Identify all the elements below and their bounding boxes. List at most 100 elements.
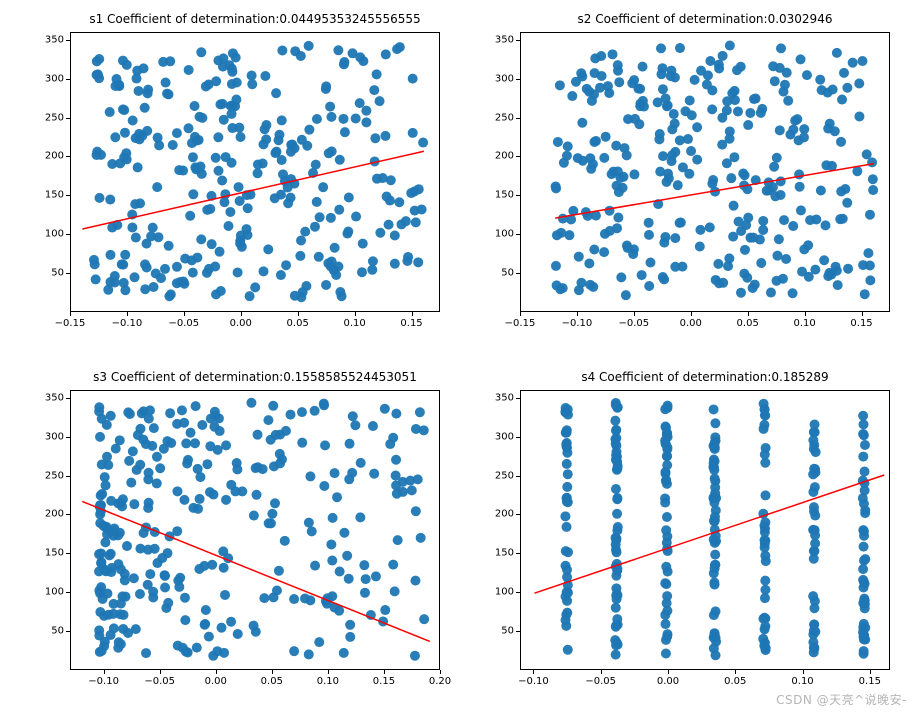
scatter-point (201, 81, 211, 91)
scatter-point (760, 490, 770, 500)
xtick-mark (216, 670, 217, 674)
scatter-point (695, 241, 705, 251)
scatter-point (217, 176, 227, 186)
scatter-point (258, 139, 268, 149)
scatter-point (143, 545, 153, 555)
scatter-point (148, 587, 158, 597)
scatter-point (860, 440, 870, 450)
scatter-point (760, 585, 770, 595)
scatter-point (358, 239, 368, 249)
scatter-point (276, 190, 286, 200)
scatter-point (796, 205, 806, 215)
scatter-point (692, 155, 702, 165)
scatter-point (707, 85, 717, 95)
scatter-point (226, 101, 236, 111)
scatter-point (809, 603, 819, 613)
xtick-label: 0.05 (287, 318, 309, 329)
scatter-point (760, 576, 770, 586)
scatter-point (577, 118, 587, 128)
ytick-mark (66, 553, 70, 554)
scatter-point (611, 603, 621, 613)
scatter-point (662, 403, 672, 413)
scatter-point (253, 159, 263, 169)
scatter-point (152, 558, 162, 568)
scatter-point (152, 182, 162, 192)
scatter-point (611, 571, 621, 581)
scatter-point (95, 193, 105, 203)
scatter-point (247, 79, 257, 89)
scatter-point (819, 255, 829, 265)
regression-line (555, 164, 874, 218)
scatter-point (756, 258, 766, 268)
scatter-point (810, 511, 820, 521)
scatter-point (788, 288, 798, 298)
scatter-point (380, 605, 390, 615)
scatter-point (335, 287, 345, 297)
scatter-point (589, 244, 599, 254)
xtick-label: 0.00 (205, 676, 227, 687)
scatter-point (766, 288, 776, 298)
scatter-point (188, 268, 198, 278)
ytick-label: 300 (486, 431, 514, 442)
scatter-point (837, 95, 847, 105)
scatter-point (207, 560, 217, 570)
scatter-point (802, 70, 812, 80)
scatter-point (300, 227, 310, 237)
scatter-point (104, 550, 114, 560)
scatter-point (160, 570, 170, 580)
scatter-point (231, 486, 241, 496)
scatter-point (161, 78, 171, 88)
scatter-point (843, 264, 853, 274)
scatter-point (258, 464, 268, 474)
ytick-label: 150 (36, 190, 64, 201)
scatter-point (277, 155, 287, 165)
scatter-point (381, 49, 391, 59)
scatter-point (246, 398, 256, 408)
scatter-point (289, 646, 299, 656)
scatter-point (745, 233, 755, 243)
xtick-mark (127, 312, 128, 316)
scatter-point (710, 474, 720, 484)
scatter-point (667, 156, 677, 166)
scatter-point (710, 418, 720, 428)
scatter-point (645, 258, 655, 268)
scatter-point (95, 432, 105, 442)
subplot-s1-title: s1 Coefficient of determination:0.044953… (70, 12, 440, 26)
scatter-point (281, 426, 291, 436)
scatter-point (796, 54, 806, 64)
scatter-point (312, 197, 322, 207)
scatter-point (107, 159, 117, 169)
scatter-point (563, 645, 573, 655)
scatter-point (226, 617, 236, 627)
scatter-point (713, 259, 723, 269)
scatter-point (327, 257, 337, 267)
scatter-point (345, 632, 355, 642)
scatter-point (660, 498, 670, 508)
scatter-point (809, 502, 819, 512)
scatter-point (99, 564, 109, 574)
scatter-point (685, 95, 695, 105)
ytick-mark (66, 273, 70, 274)
scatter-point (759, 424, 769, 434)
scatter-point (310, 222, 320, 232)
scatter-point (758, 634, 768, 644)
scatter-point (102, 452, 112, 462)
scatter-point (627, 78, 637, 88)
scatter-point (683, 134, 693, 144)
scatter-point (274, 566, 284, 576)
scatter-point (661, 525, 671, 535)
scatter-point (296, 236, 306, 246)
scatter-point (673, 180, 683, 190)
scatter-point (149, 282, 159, 292)
ytick-label: 300 (36, 73, 64, 84)
xtick-mark (520, 312, 521, 316)
scatter-point (344, 574, 354, 584)
scatter-point (644, 281, 654, 291)
scatter-point (179, 418, 189, 428)
scatter-point (276, 270, 286, 280)
scatter-point (207, 239, 217, 249)
scatter-point (663, 100, 673, 110)
ytick-mark (66, 398, 70, 399)
scatter-point (859, 646, 869, 656)
ytick-mark (66, 631, 70, 632)
